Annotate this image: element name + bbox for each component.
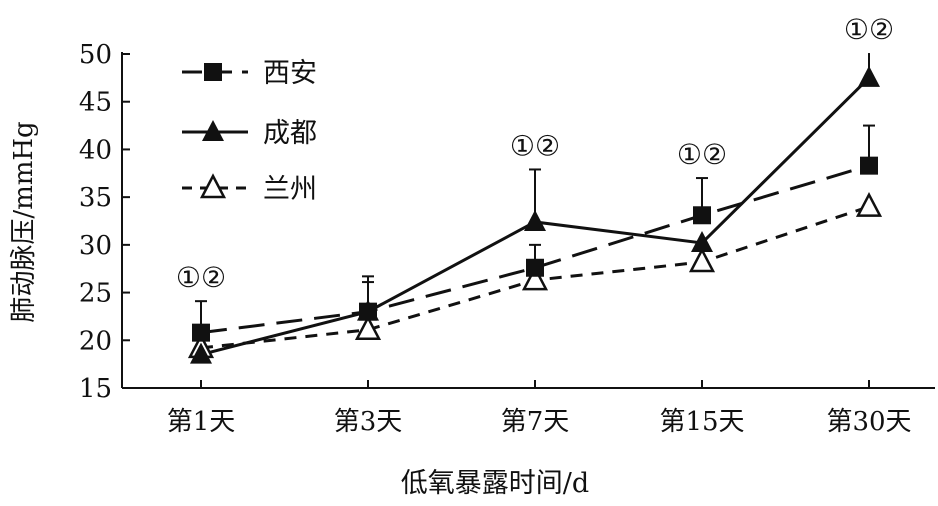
legend-marker: [204, 63, 222, 81]
x-tick-label: 第3天: [334, 407, 403, 437]
data-point: [526, 258, 544, 277]
data-point: [693, 206, 711, 225]
legend-marker: [202, 120, 224, 141]
data-point: [359, 302, 377, 321]
legend-label: 西安: [263, 58, 317, 89]
data-point: [691, 230, 713, 252]
x-tick-label: 第7天: [501, 407, 570, 437]
data-point: [190, 342, 212, 364]
y-tick-label: 35: [79, 183, 112, 213]
data-point: [521, 265, 549, 291]
significance-annotation: ①②: [510, 129, 560, 162]
y-tick-label: 50: [79, 40, 112, 70]
series-line-0: [200, 164, 870, 335]
y-tick-label: 25: [79, 279, 112, 309]
legend-label: 兰州: [263, 174, 317, 205]
x-tick-label: 第1天: [167, 407, 236, 437]
y-axis-label: 肺动脉压/mmHg: [9, 121, 39, 322]
legend-marker: [199, 173, 227, 199]
y-tick-label: 40: [79, 135, 112, 165]
y-tick-label: 45: [79, 88, 112, 118]
significance-annotation: ①②: [677, 138, 727, 171]
data-point: [192, 323, 210, 342]
series-layer: ①② ①② ①② ①②: [176, 13, 894, 364]
x-tick-label: 第30天: [826, 407, 911, 437]
significance-annotation: ①②: [176, 261, 226, 294]
y-tick-label: 20: [79, 326, 112, 356]
y-tick-label: 15: [79, 374, 112, 404]
data-point: [688, 247, 716, 273]
x-tick-label: 第15天: [659, 407, 744, 437]
data-point: [354, 315, 382, 341]
legend-label: 成都: [263, 118, 317, 149]
data-point: [524, 209, 546, 231]
data-point: [855, 191, 883, 217]
data-point: [860, 156, 878, 175]
significance-annotation: ①②: [844, 13, 894, 46]
data-point: [858, 65, 880, 87]
axes: 15 20 25 30 35 40 45 50 第1天 第3天 第7天 第15天 第30天: [79, 40, 935, 437]
y-tick-label: 30: [79, 231, 112, 261]
x-axis-label: 低氧暴露时间/d: [401, 468, 589, 499]
